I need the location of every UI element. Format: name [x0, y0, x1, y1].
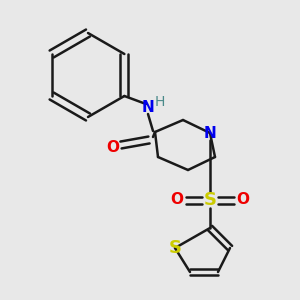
Text: H: H: [155, 95, 165, 109]
Text: O: O: [236, 193, 250, 208]
Text: O: O: [106, 140, 119, 155]
Text: S: S: [203, 191, 217, 209]
Text: O: O: [170, 193, 184, 208]
Text: S: S: [169, 239, 182, 257]
Text: N: N: [204, 125, 216, 140]
Text: N: N: [142, 100, 154, 115]
